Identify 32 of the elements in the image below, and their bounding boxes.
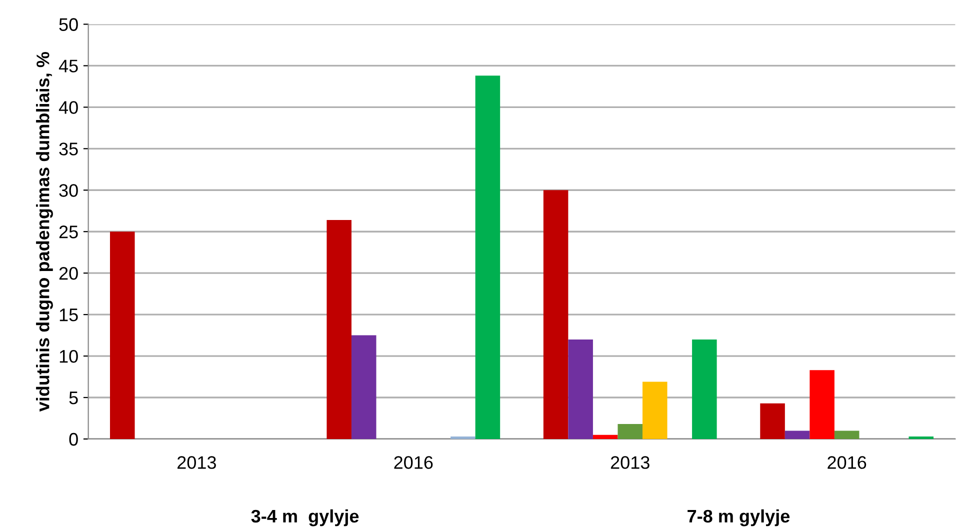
text: 3-4 m gylyje [251, 509, 359, 526]
text: 7-8 m gylyje [688, 509, 790, 526]
y-tick-label: 0 [69, 432, 78, 446]
bar [568, 339, 593, 439]
y-tick-label: 40 [58, 101, 78, 114]
y-tick-label: 25 [59, 226, 78, 238]
x-tick-label: 2016 [394, 456, 433, 469]
bar [543, 190, 568, 439]
y-tick-label: 30 [59, 184, 78, 197]
y-axis-title: vidutinis dugno padengimas dumbliais, % [36, 52, 53, 412]
y-tick-label: 15 [60, 308, 78, 322]
bar [326, 220, 352, 439]
bar [810, 370, 834, 439]
bar [618, 424, 643, 439]
bar [760, 403, 785, 439]
y-tick-label: 45 [58, 60, 78, 72]
bar [475, 76, 500, 439]
bar [110, 232, 135, 439]
y-tick-label: 20 [59, 267, 78, 280]
bar [351, 335, 376, 439]
x-tick-label: 2013 [610, 456, 650, 469]
y-tick-label: 10 [60, 350, 78, 363]
bar [784, 430, 810, 439]
bar [642, 382, 668, 439]
x-tick-label: 2016 [828, 456, 866, 469]
y-tick-label: 35 [59, 142, 78, 156]
bar [692, 339, 717, 439]
y-tick-label: 5 [69, 392, 78, 404]
y-tick-label: 50 [59, 18, 78, 31]
x-tick-label: 2013 [178, 456, 216, 469]
bar [592, 434, 618, 439]
bar [834, 430, 860, 439]
